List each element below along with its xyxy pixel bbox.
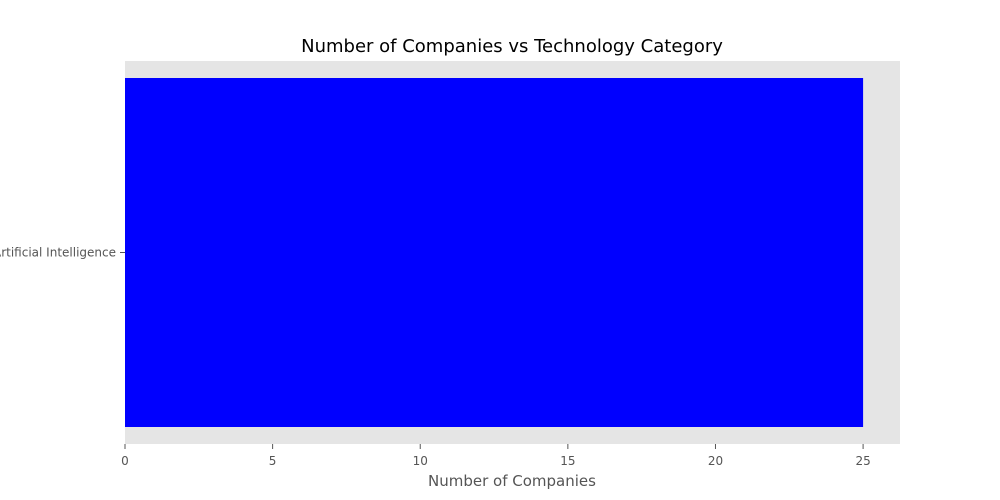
bar [125, 78, 864, 427]
y-tick-label: Artificial Intelligence [0, 246, 116, 260]
x-tick-label: 0 [121, 454, 129, 468]
x-axis-label: Number of Companies [428, 472, 596, 490]
x-tick-label: 25 [855, 454, 870, 468]
x-tick-label: 10 [413, 454, 428, 468]
x-tick-label: 20 [708, 454, 723, 468]
y-axis-ticks: Artificial Intelligence [0, 246, 125, 260]
x-tick-label: 5 [269, 454, 277, 468]
x-tick-label: 15 [560, 454, 575, 468]
bars-group [125, 78, 864, 427]
x-axis-ticks: 0 5 10 15 20 25 [121, 444, 871, 468]
chart-title: Number of Companies vs Technology Catego… [301, 36, 723, 57]
